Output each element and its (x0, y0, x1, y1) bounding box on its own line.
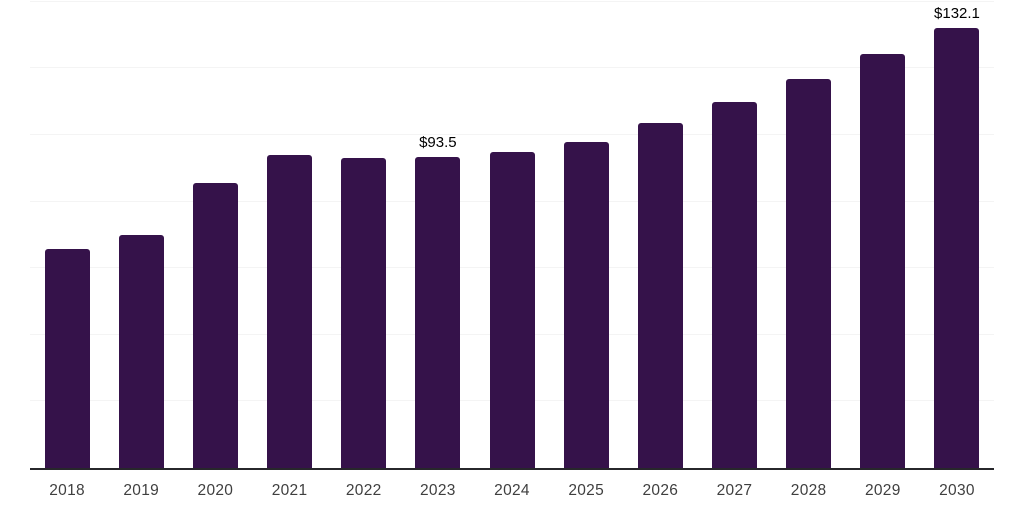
bar-2018[interactable] (44, 249, 90, 468)
bar-slot-2026 (623, 0, 697, 468)
bar-slot-2023: $93.5 (401, 0, 475, 468)
bar-slot-2024 (475, 0, 549, 468)
bar-2023[interactable] (415, 156, 461, 468)
data-label-2030: $132.1 (934, 4, 980, 22)
bar-2030[interactable] (934, 27, 980, 468)
bar-2027[interactable] (711, 101, 757, 468)
bar-slot-2025 (549, 0, 623, 468)
x-tick-label-2030: 2030 (939, 482, 975, 499)
x-axis-line (30, 468, 994, 470)
bar-slot-2020 (178, 0, 252, 468)
x-tick-label-2019: 2019 (123, 482, 160, 499)
bar-slot-2019 (104, 0, 178, 468)
bar-slot-2022 (327, 0, 401, 468)
data-label-2023: $93.5 (419, 133, 457, 151)
bar-slot-2021 (252, 0, 326, 468)
x-tick-label-2029: 2029 (864, 482, 901, 499)
x-tick-label-2020: 2020 (197, 482, 234, 499)
bar-slot-2030: $132.1 (920, 0, 994, 468)
x-tick-label-2021: 2021 (271, 482, 308, 499)
bar-slot-2028 (772, 0, 846, 468)
x-tick-label-2025: 2025 (568, 482, 605, 499)
bar-2022[interactable] (341, 157, 387, 468)
x-tick-label-2024: 2024 (494, 482, 530, 499)
plot-area: $93.5 $132.1 (30, 0, 994, 468)
bar-2021[interactable] (267, 154, 313, 468)
x-tick-label-2018: 2018 (49, 482, 85, 499)
bar-2025[interactable] (563, 141, 609, 468)
x-axis-tick-labels: 2018 2019 2020 2021 2022 2023 2024 2025 2026 2027… (30, 482, 994, 500)
bar-2019[interactable] (118, 234, 164, 468)
bar-2026[interactable] (637, 122, 683, 468)
x-tick-label-2026: 2026 (642, 482, 679, 499)
bar-2020[interactable] (192, 182, 238, 468)
x-tick-label-2028: 2028 (790, 482, 827, 499)
x-tick-label-2023: 2023 (420, 482, 456, 499)
bar-2029[interactable] (860, 54, 906, 468)
bar-2028[interactable] (786, 78, 832, 468)
bar-slot-2018 (30, 0, 104, 468)
bar-2024[interactable] (489, 152, 535, 468)
bar-slot-2027 (697, 0, 771, 468)
x-tick-label-2027: 2027 (716, 482, 753, 499)
bar-slot-2029 (846, 0, 920, 468)
x-tick-label-2022: 2022 (345, 482, 382, 499)
